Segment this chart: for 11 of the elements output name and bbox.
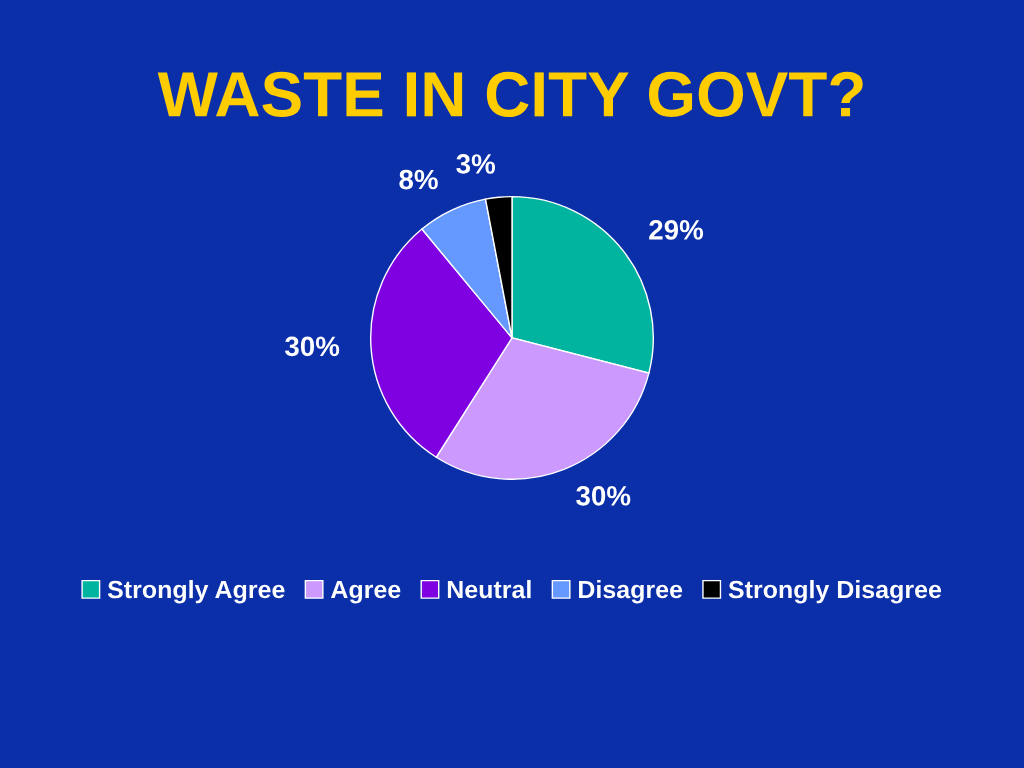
legend-label: Strongly Agree [107, 580, 285, 604]
legend-label: Neutral [447, 580, 531, 599]
legend-label: Strongly Disagree [728, 580, 942, 604]
data-label: 29% [649, 220, 704, 240]
legend-label: Agree [330, 580, 401, 604]
data-label: 30% [284, 336, 340, 357]
chart-title: WASTE IN CITY GOVT? [157, 71, 863, 117]
data-label: 8% [399, 169, 438, 190]
legend-label: Disagree [579, 580, 683, 604]
data-label: 3% [456, 154, 496, 174]
data-label: 30% [576, 486, 631, 506]
